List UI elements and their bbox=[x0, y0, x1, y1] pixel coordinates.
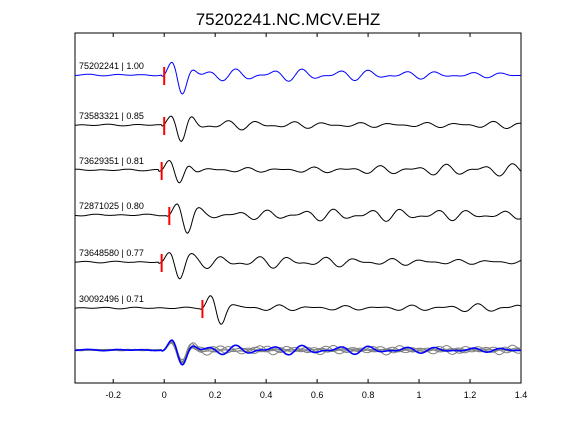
x-tick-label: 0.2 bbox=[209, 390, 222, 400]
trace-line bbox=[75, 115, 521, 142]
trace-labels-group: 75202241 | 1.00 73583321 | 0.85 73629351 |… bbox=[79, 61, 144, 304]
traces-group bbox=[74, 61, 522, 325]
overlay-trace-line bbox=[74, 342, 521, 364]
x-tick-label: 1.2 bbox=[464, 390, 477, 400]
x-tick-label: 0.4 bbox=[260, 390, 273, 400]
trace-label: 73629351 | 0.81 bbox=[79, 156, 144, 166]
x-tick-label: 1 bbox=[417, 390, 422, 400]
x-tick-label: 0.6 bbox=[311, 390, 324, 400]
overlay-reference-line bbox=[75, 339, 521, 366]
trace-label: 73583321 | 0.85 bbox=[79, 111, 144, 121]
trace-label: 30092496 | 0.71 bbox=[79, 294, 144, 304]
x-tick-label: -0.2 bbox=[105, 390, 121, 400]
picks-group bbox=[160, 67, 204, 318]
trace-label: 72871025 | 0.80 bbox=[79, 201, 144, 211]
x-axis: -0.2 0 0.2 0.4 0.6 0.8 1 1.2 1.4 bbox=[105, 33, 527, 400]
trace-label: 75202241 | 1.00 bbox=[79, 61, 144, 71]
x-tick-label: 0 bbox=[162, 390, 167, 400]
x-tick-label: 0.8 bbox=[362, 390, 375, 400]
chart-title: 75202241.NC.MCV.EHZ bbox=[196, 10, 381, 29]
trace-label: 73648580 | 0.77 bbox=[79, 248, 144, 258]
plot-frame bbox=[74, 32, 522, 384]
x-tick-label: 1.4 bbox=[515, 390, 528, 400]
trace-line bbox=[74, 252, 522, 280]
overlay-trace-line bbox=[74, 341, 522, 364]
overlay-group bbox=[74, 339, 522, 366]
trace-line bbox=[74, 203, 522, 234]
trace-line bbox=[75, 61, 521, 95]
trace-line bbox=[75, 159, 522, 184]
overlay-trace-line bbox=[75, 342, 522, 364]
trace-line bbox=[74, 295, 522, 325]
